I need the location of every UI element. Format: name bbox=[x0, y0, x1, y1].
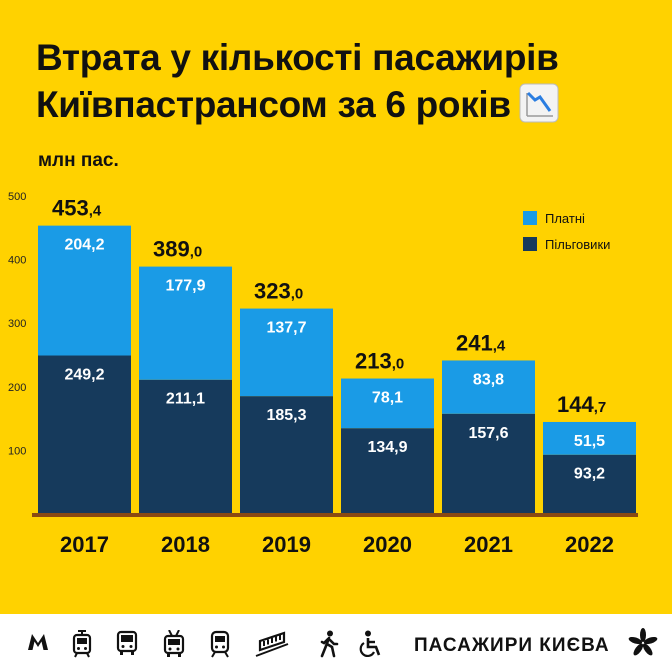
chestnut-leaf-icon bbox=[628, 628, 658, 656]
total-label: 453,4 bbox=[52, 196, 102, 221]
x-tick-label: 2017 bbox=[60, 532, 109, 557]
total-label: 144,7 bbox=[557, 392, 606, 417]
legend-swatch-benefit bbox=[523, 237, 537, 251]
x-tick-label: 2019 bbox=[262, 532, 311, 557]
legend-label-benefit: Пільговики bbox=[545, 237, 610, 252]
wheelchair-icon bbox=[359, 630, 381, 657]
title-line-1: Втрата у кількості пасажирів bbox=[36, 37, 559, 78]
data-label-paid: 204,2 bbox=[64, 237, 104, 254]
data-label-benefit: 211,1 bbox=[166, 391, 205, 408]
legend-swatch-paid bbox=[523, 211, 537, 225]
data-label-benefit: 249,2 bbox=[64, 367, 104, 384]
data-label-paid: 137,7 bbox=[266, 320, 306, 337]
data-label-paid: 51,5 bbox=[574, 433, 605, 450]
title-line-2-text: Київпастрансом за 6 років bbox=[36, 84, 511, 125]
bar-segment-benefit bbox=[341, 428, 434, 514]
data-label-benefit: 134,9 bbox=[367, 439, 407, 456]
total-label: 323,0 bbox=[254, 279, 303, 304]
footer-bar: ПАСАЖИРИ КИЄВА bbox=[0, 614, 672, 672]
data-label-benefit: 157,6 bbox=[468, 425, 508, 442]
bus-icon bbox=[116, 630, 138, 655]
data-label-benefit: 93,2 bbox=[574, 466, 605, 483]
bar-segment-paid bbox=[543, 421, 636, 455]
x-tick-label: 2020 bbox=[363, 532, 412, 557]
total-label: 389,0 bbox=[153, 237, 202, 262]
bar-segment-paid bbox=[341, 378, 434, 429]
pedestrian-icon bbox=[320, 630, 339, 658]
data-label-paid: 83,8 bbox=[473, 371, 504, 388]
train-icon bbox=[210, 630, 230, 658]
trolleybus-icon bbox=[163, 630, 185, 657]
total-label: 213,0 bbox=[355, 349, 404, 374]
y-tick-label: 300 bbox=[8, 318, 26, 330]
y-tick-label: 500 bbox=[8, 191, 26, 203]
chart-title: Втрата у кількості пасажирів Київпастран… bbox=[36, 34, 656, 128]
chart-decreasing-icon bbox=[519, 83, 559, 123]
bar-segment-paid bbox=[38, 225, 131, 356]
y-tick-label: 100 bbox=[8, 445, 26, 457]
legend-label-paid: Платні bbox=[545, 211, 585, 226]
title-line-2: Київпастрансом за 6 років bbox=[36, 81, 656, 128]
tram-icon bbox=[72, 630, 92, 658]
footer-brand: ПАСАЖИРИ КИЄВА bbox=[414, 635, 610, 656]
y-tick-label: 200 bbox=[8, 382, 26, 394]
funicular-icon bbox=[255, 631, 289, 657]
bar-segment-benefit bbox=[38, 355, 131, 514]
x-tick-label: 2018 bbox=[161, 532, 210, 557]
x-tick-label: 2021 bbox=[464, 532, 513, 557]
x-tick-label: 2022 bbox=[565, 532, 614, 557]
metro-icon bbox=[28, 634, 48, 650]
total-label: 241,4 bbox=[456, 330, 506, 355]
data-label-paid: 177,9 bbox=[165, 278, 205, 295]
data-label-benefit: 185,3 bbox=[266, 407, 306, 424]
data-label-paid: 78,1 bbox=[372, 390, 403, 407]
bar-segment-benefit bbox=[543, 454, 636, 514]
y-axis-unit: млн пас. bbox=[38, 150, 119, 171]
bar-segment-paid bbox=[240, 308, 333, 397]
x-axis-baseline bbox=[32, 513, 638, 517]
bar-segment-benefit bbox=[139, 379, 232, 514]
bar-segment-paid bbox=[139, 266, 232, 380]
bar-segment-paid bbox=[442, 360, 535, 414]
bar-segment-benefit bbox=[442, 413, 535, 514]
bar-segment-benefit bbox=[240, 396, 333, 514]
stacked-bar-chart: 100 200 300 400 500 249,2 204,2 453,4 2017 211,1 1… bbox=[8, 191, 638, 557]
y-tick-label: 400 bbox=[8, 255, 26, 267]
